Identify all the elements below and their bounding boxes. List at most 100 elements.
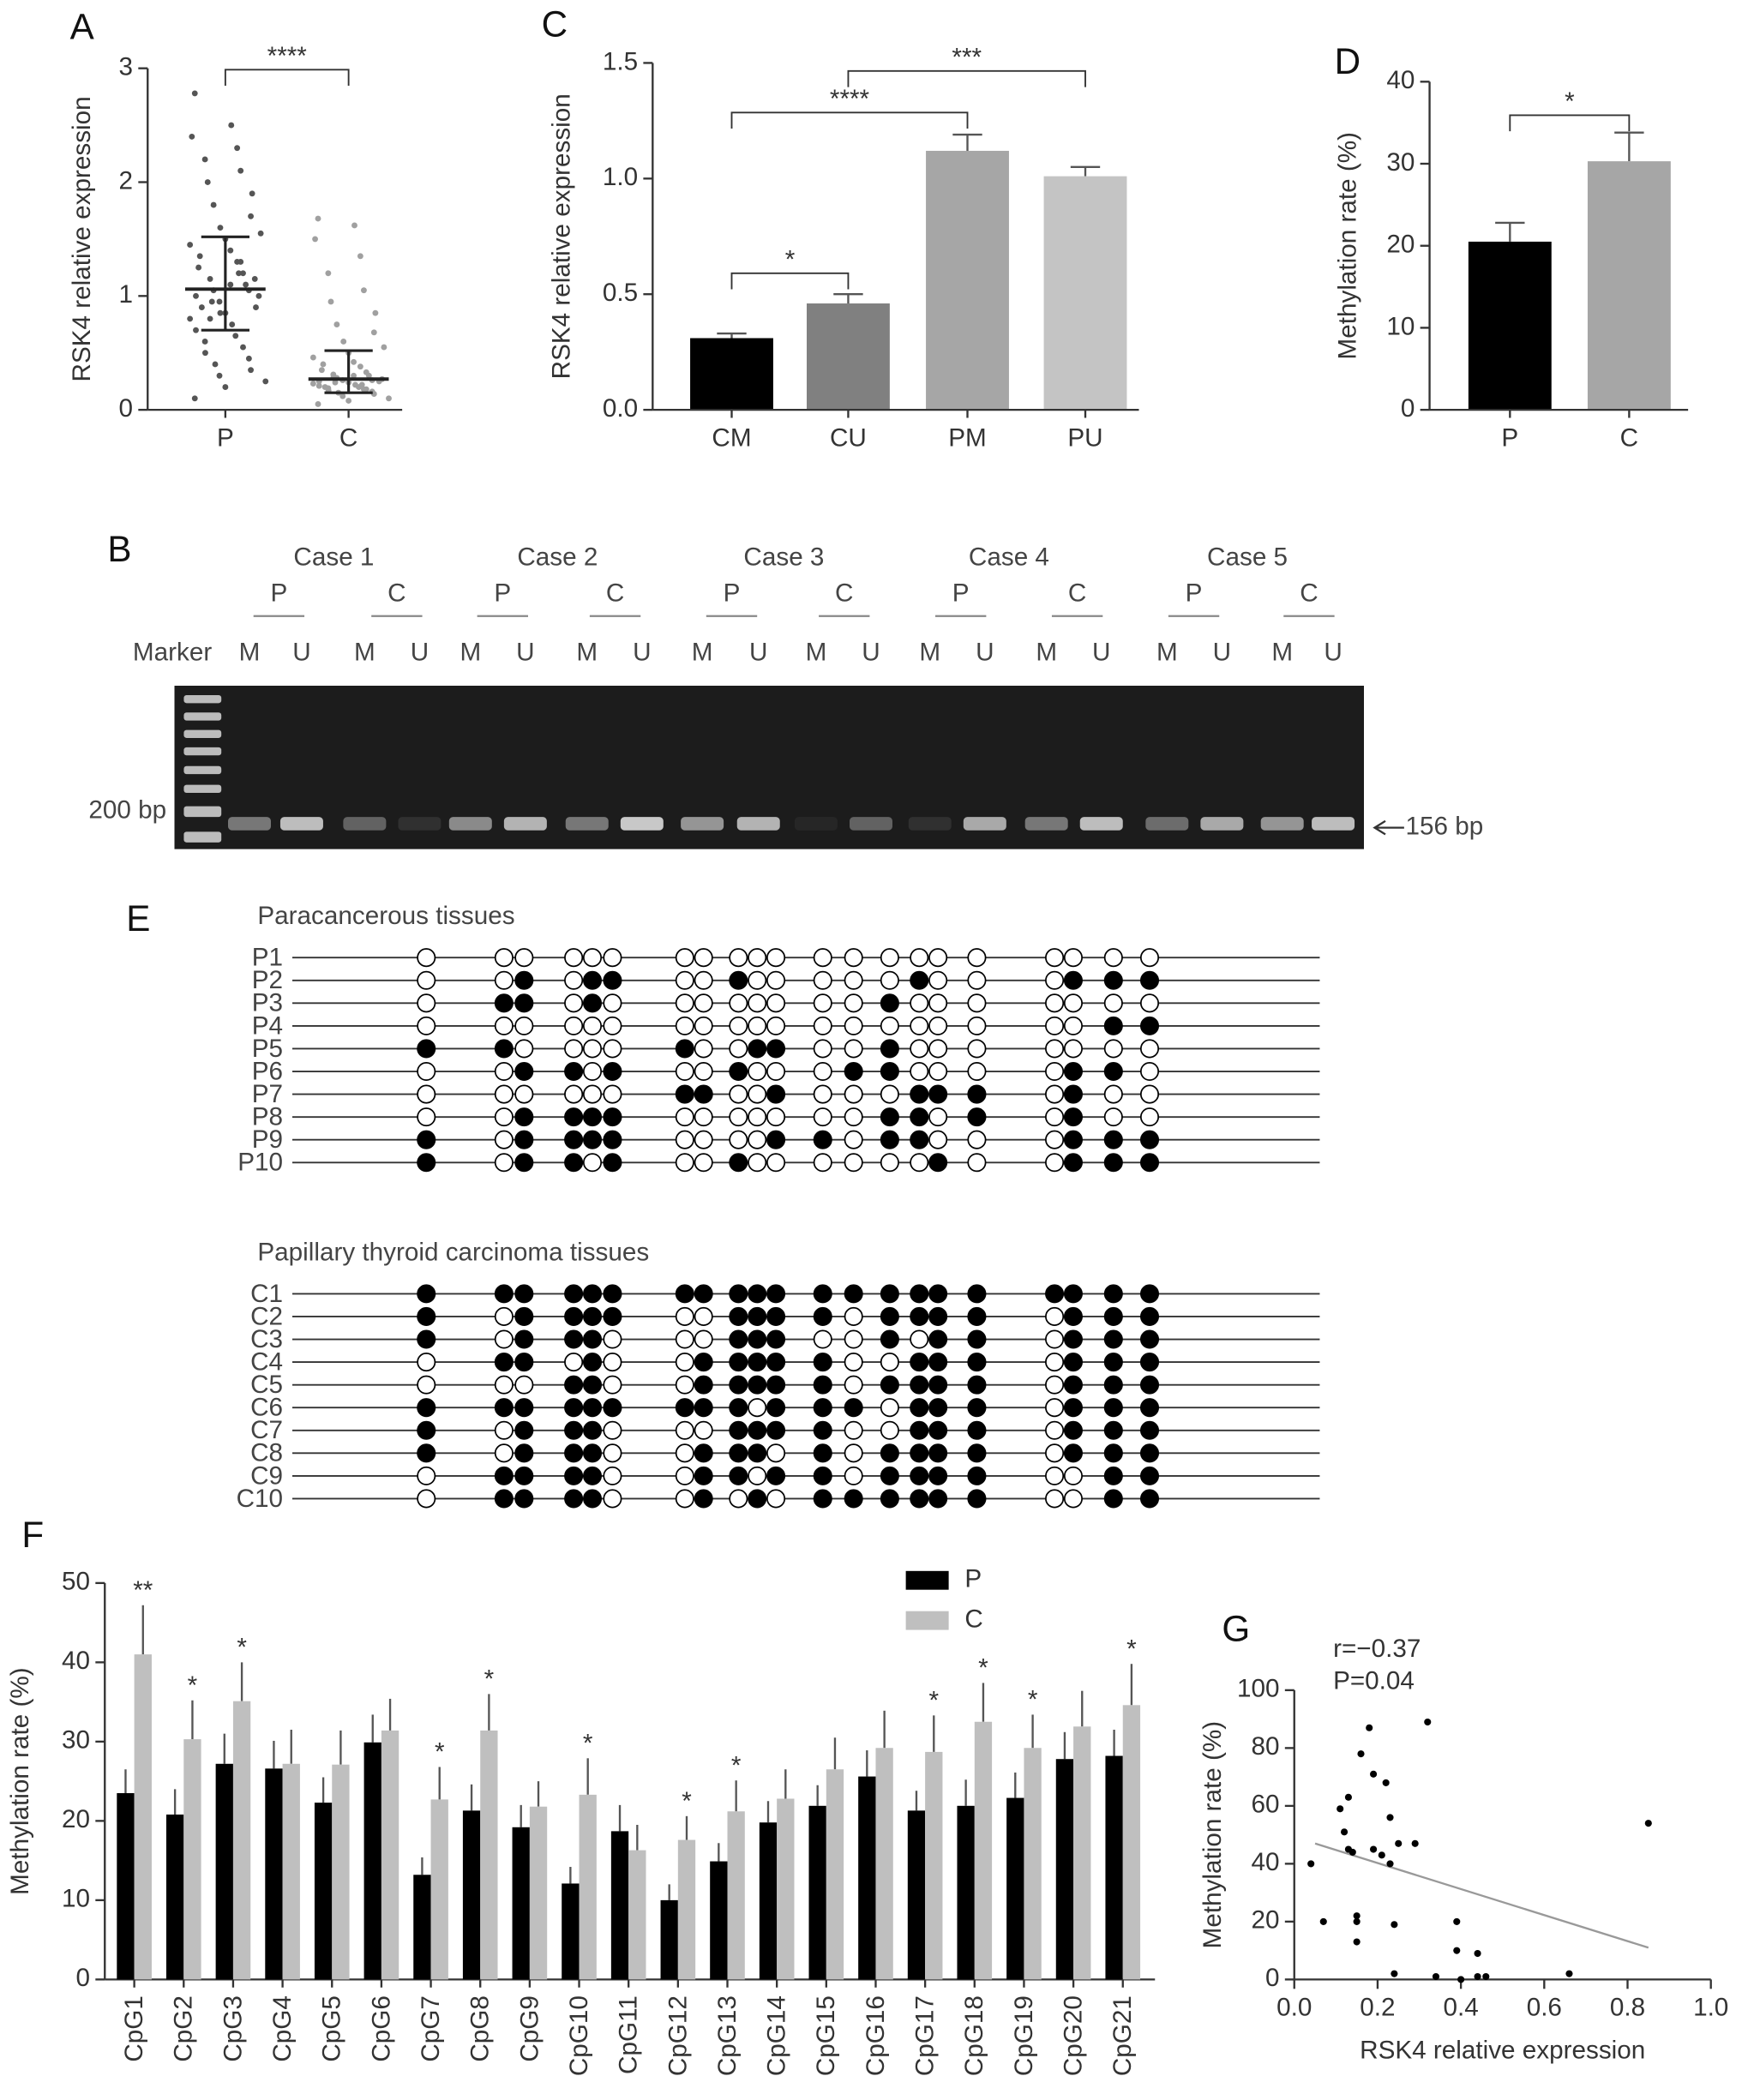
cpg-site <box>514 1420 534 1440</box>
cpg-site <box>564 1153 584 1173</box>
cpg-site <box>880 948 899 968</box>
cpg-site <box>1139 1398 1160 1418</box>
cpg-site <box>1045 1284 1065 1304</box>
cpg-site <box>928 993 948 1013</box>
cpg-site <box>844 1306 863 1326</box>
cpg-site <box>494 993 514 1013</box>
data-point <box>315 215 321 222</box>
bar <box>1043 176 1127 411</box>
y-axis-label: Methylation rate (%) <box>6 1667 34 1895</box>
cpg-site <box>766 1039 786 1059</box>
data-point <box>365 372 372 379</box>
cpg-site <box>748 1329 767 1349</box>
cpg-site <box>582 948 603 968</box>
cpg-site <box>748 1107 767 1127</box>
cpg-site <box>694 1284 713 1304</box>
cpg-site <box>564 970 584 990</box>
x-tick-label: CpG11 <box>615 1995 643 2074</box>
cpg-site <box>748 1061 767 1082</box>
bar <box>974 1721 993 1980</box>
group-label: P <box>270 579 287 608</box>
cpg-site <box>603 1329 622 1349</box>
cpg-site <box>417 1084 436 1104</box>
y-axis-label: RSK4 relative expression <box>68 96 96 381</box>
cpg-site <box>514 1443 534 1463</box>
cpg-site <box>813 1107 832 1127</box>
cpg-site <box>1103 1107 1123 1127</box>
y-tick-label: 1 <box>119 280 134 309</box>
bar <box>925 1751 943 1980</box>
cpg-site <box>694 1466 713 1485</box>
cpg-site <box>928 1420 948 1440</box>
cpg-site <box>494 1153 514 1173</box>
cpg-site <box>675 1420 694 1440</box>
cpg-site <box>844 1398 863 1418</box>
cpg-site <box>1063 1420 1083 1440</box>
data-point <box>1349 1848 1356 1856</box>
significance-label: * <box>435 1738 445 1767</box>
cpg-site <box>1045 1353 1065 1372</box>
gel-band <box>1260 817 1304 831</box>
data-point <box>358 381 365 388</box>
significance-label: ** <box>133 1576 153 1605</box>
cpg-site <box>967 1489 987 1509</box>
cpg-site <box>603 1107 622 1127</box>
cpg-site <box>582 1489 603 1509</box>
cpg-site <box>1139 1375 1160 1395</box>
cpg-site <box>417 1284 436 1304</box>
data-point <box>198 304 205 311</box>
cpg-site <box>844 1443 863 1463</box>
cpg-site <box>417 1016 436 1035</box>
lane-label: M <box>460 638 481 666</box>
data-point <box>229 321 236 327</box>
cpg-site <box>928 1153 948 1173</box>
data-point <box>315 401 321 407</box>
cpg-site <box>748 1443 767 1463</box>
bar <box>1105 1755 1123 1980</box>
cpg-site <box>967 1061 987 1082</box>
y-tick-label: 0 <box>1401 394 1415 423</box>
cpg-site <box>694 1375 713 1395</box>
data-point <box>1391 1921 1398 1929</box>
data-point <box>1391 1970 1398 1977</box>
y-tick-label: 20 <box>62 1805 90 1833</box>
sd-whisker <box>324 349 373 394</box>
cpg-site <box>880 970 899 990</box>
cpg-site <box>1103 1420 1123 1440</box>
data-point <box>253 304 259 311</box>
cpg-site <box>880 1353 899 1372</box>
error-bar <box>1614 131 1644 162</box>
gel-band <box>1145 817 1189 831</box>
cpg-site <box>880 1306 899 1326</box>
row-label: P2 <box>252 966 283 994</box>
cpg-site <box>766 1420 786 1440</box>
cpg-site <box>928 1306 948 1326</box>
cpg-site <box>494 1284 514 1304</box>
significance-label: **** <box>830 85 870 113</box>
cpg-site <box>1139 1329 1160 1349</box>
x-tick-label: CpG10 <box>565 1995 593 2076</box>
x-tick-label: PM <box>948 423 987 452</box>
cpg-site <box>844 970 863 990</box>
cpg-site <box>880 1016 899 1035</box>
case-label: Case 1 <box>293 543 374 571</box>
cpg-site <box>1045 1489 1065 1509</box>
cpg-site <box>582 1398 603 1418</box>
cpg-site <box>967 1398 987 1418</box>
bar <box>826 1769 844 1980</box>
cpg-site <box>603 1443 622 1463</box>
annotation: P=0.04 <box>1333 1666 1415 1695</box>
data-point <box>217 225 224 231</box>
y-tick-label: 0 <box>119 394 134 423</box>
cpg-site <box>1045 970 1065 990</box>
cpg-site <box>880 1375 899 1395</box>
cpg-site <box>748 1466 767 1485</box>
bar <box>512 1827 530 1980</box>
cpg-site <box>514 1039 534 1059</box>
gel-band <box>1200 817 1244 831</box>
cpg-site <box>494 1329 514 1349</box>
cpg-site <box>766 1489 786 1509</box>
lane-label: M <box>919 638 940 666</box>
cpg-site <box>729 1306 748 1326</box>
cpg-site <box>417 1443 436 1463</box>
